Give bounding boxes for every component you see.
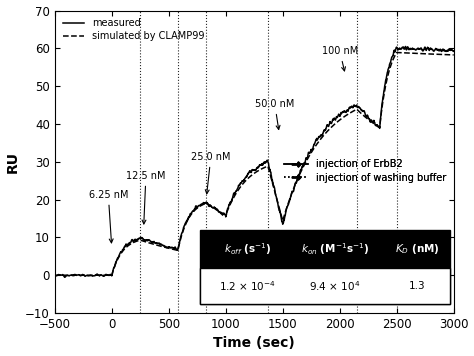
Text: 1.3: 1.3 — [409, 281, 426, 291]
Legend: injection of ErbB2, injection of washing buffer: injection of ErbB2, injection of washing… — [281, 156, 449, 186]
Bar — [201, 230, 450, 304]
Text: $K_D$ (nM): $K_D$ (nM) — [395, 242, 439, 256]
X-axis label: Time (sec): Time (sec) — [213, 336, 295, 350]
Bar — [201, 268, 450, 304]
Text: 25.0 nM: 25.0 nM — [191, 152, 231, 194]
Text: 50.0 nM: 50.0 nM — [255, 99, 294, 130]
Text: $k_{\mathit{on}}$ (M$^{-1}$s$^{-1}$): $k_{\mathit{on}}$ (M$^{-1}$s$^{-1}$) — [301, 241, 369, 257]
Text: $k_{\mathit{off}}$ (s$^{-1}$): $k_{\mathit{off}}$ (s$^{-1}$) — [224, 241, 272, 257]
Y-axis label: RU: RU — [6, 151, 19, 173]
Text: 100 nM: 100 nM — [321, 46, 358, 71]
Text: 1.2 $\times$ 10$^{-4}$: 1.2 $\times$ 10$^{-4}$ — [219, 279, 276, 293]
Text: 12.5 nM: 12.5 nM — [126, 171, 166, 224]
Text: 9.4 $\times$ 10$^{4}$: 9.4 $\times$ 10$^{4}$ — [310, 279, 361, 293]
Text: 6.25 nM: 6.25 nM — [89, 190, 128, 243]
